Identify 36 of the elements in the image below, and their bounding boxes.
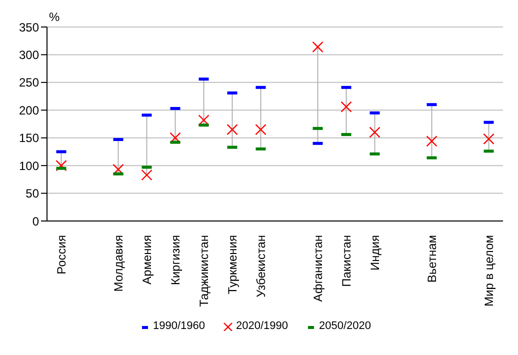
- point: [56, 160, 67, 172]
- legend-label: 2050/2020: [318, 320, 371, 332]
- x-tick-label: Афганистан: [310, 235, 325, 302]
- x-tick-label: Таджикистан: [196, 235, 211, 307]
- y-tick-label: 150: [18, 131, 40, 146]
- y-tick-label: 350: [18, 20, 40, 34]
- point: [112, 164, 124, 176]
- x-tick-label: Мир в целом: [482, 235, 496, 306]
- x-tick-label: Россия: [54, 235, 68, 274]
- point: [340, 101, 352, 112]
- x-tick-label: Киргизия: [168, 235, 182, 286]
- y-tick-label: 50: [26, 186, 40, 201]
- x-tick-label: Вьетнам: [424, 235, 439, 283]
- x-tick-label: Пакистан: [339, 235, 354, 287]
- y-axis-title: %: [49, 10, 60, 24]
- y-tick-label: 250: [18, 76, 40, 90]
- y-tick-label: 0: [32, 214, 40, 228]
- y-tick-label: 300: [18, 48, 40, 62]
- point: [170, 132, 181, 144]
- point: [141, 169, 152, 181]
- x-tick-label: Молдавия: [111, 235, 126, 292]
- point: [255, 124, 266, 136]
- legend-label: 2020/1990: [235, 320, 288, 332]
- legend-label: 1990/1960: [152, 320, 205, 332]
- x-tick-label: Армения: [140, 235, 154, 284]
- x-tick-label: Туркмения: [225, 235, 240, 294]
- x-tick-label: Индия: [368, 235, 382, 270]
- point: [426, 136, 438, 147]
- x-tick-label: Узбекистан: [254, 235, 268, 298]
- point: [369, 126, 380, 138]
- y-tick-label: 100: [18, 158, 40, 173]
- point: [312, 41, 324, 53]
- point: [198, 114, 210, 126]
- y-tick-label: 200: [18, 103, 40, 118]
- point: [483, 133, 494, 145]
- point: [226, 124, 238, 136]
